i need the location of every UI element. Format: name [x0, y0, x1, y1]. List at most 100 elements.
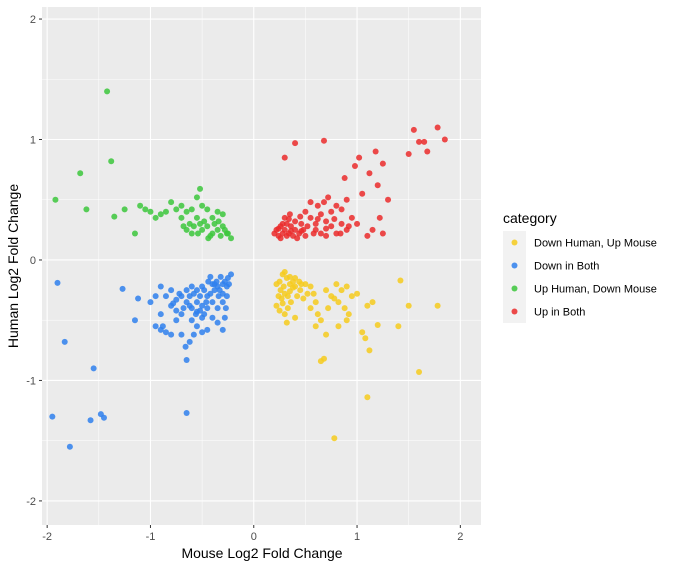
data-point — [441, 136, 448, 143]
data-point — [183, 356, 190, 363]
data-point — [369, 299, 376, 306]
data-point — [292, 275, 299, 282]
data-point — [366, 170, 373, 177]
data-point — [215, 293, 222, 300]
data-point — [214, 208, 221, 215]
data-point — [314, 216, 321, 223]
y-axis-ticks: -2 -1 0 1 2 — [26, 14, 42, 508]
data-point — [325, 305, 332, 312]
data-point — [199, 302, 206, 309]
data-point — [66, 443, 73, 450]
data-point — [338, 220, 345, 227]
data-point — [209, 299, 216, 306]
data-point — [345, 311, 352, 318]
x-tick-label: 0 — [251, 531, 257, 543]
x-axis-title: Mouse Log2 Fold Change — [181, 545, 342, 561]
data-point — [193, 214, 200, 221]
data-point — [186, 338, 193, 345]
data-point — [219, 299, 226, 306]
data-point — [178, 202, 185, 209]
y-tick-label: -2 — [26, 496, 36, 508]
data-point — [343, 196, 350, 203]
data-point — [217, 232, 224, 239]
data-point — [348, 214, 355, 221]
y-tick-label: 2 — [30, 14, 36, 26]
data-point — [434, 302, 441, 309]
data-point — [190, 331, 197, 338]
data-point — [328, 223, 335, 230]
data-point — [281, 269, 288, 276]
data-point — [283, 232, 290, 239]
data-point — [168, 302, 175, 309]
data-point — [197, 185, 204, 192]
data-point — [345, 223, 352, 230]
data-point — [49, 413, 56, 420]
data-point — [216, 287, 223, 294]
data-point — [142, 206, 149, 213]
data-point — [369, 226, 376, 233]
data-point — [294, 235, 301, 242]
data-point — [214, 305, 221, 312]
data-point — [204, 223, 211, 230]
data-point — [168, 287, 175, 294]
data-point — [395, 323, 402, 330]
data-point — [335, 323, 342, 330]
data-point — [434, 124, 441, 131]
data-point — [286, 273, 293, 280]
data-point — [131, 230, 138, 237]
data-point — [331, 216, 338, 223]
data-point — [416, 369, 423, 376]
data-point — [354, 220, 361, 227]
data-point — [364, 394, 371, 401]
data-point — [178, 214, 185, 221]
data-point — [314, 202, 321, 209]
data-point — [275, 225, 282, 232]
data-point — [338, 206, 345, 213]
data-point — [379, 230, 386, 237]
data-point — [335, 299, 342, 306]
data-point — [341, 305, 348, 312]
data-point — [168, 331, 175, 338]
data-point — [199, 283, 206, 290]
data-point — [310, 290, 317, 297]
data-point — [157, 211, 164, 218]
data-point — [287, 223, 294, 230]
data-point — [325, 194, 332, 201]
data-point — [135, 295, 142, 302]
data-point — [54, 279, 61, 286]
data-point — [217, 273, 224, 280]
data-point — [119, 285, 126, 292]
legend-key-dot — [511, 285, 518, 292]
data-point — [298, 228, 305, 235]
data-point — [304, 223, 311, 230]
legend-label: Down Human, Up Mouse — [534, 238, 657, 250]
data-point — [424, 148, 431, 155]
data-point — [162, 208, 169, 215]
data-point — [121, 206, 128, 213]
legend-title: category — [503, 210, 557, 226]
data-point — [307, 214, 314, 221]
y-axis-title: Human Log2 Fold Change — [5, 184, 21, 348]
data-point — [186, 293, 193, 300]
data-point — [83, 206, 90, 213]
data-point — [157, 311, 164, 318]
data-point — [207, 273, 214, 280]
data-point — [331, 295, 338, 302]
data-point — [204, 293, 211, 300]
data-point — [362, 335, 369, 342]
data-point — [333, 281, 340, 288]
x-tick-label: -2 — [42, 531, 52, 543]
data-point — [168, 199, 175, 206]
data-point — [188, 230, 195, 237]
data-point — [284, 305, 291, 312]
data-point — [337, 230, 344, 237]
data-point — [283, 319, 290, 326]
data-point — [320, 199, 327, 206]
plot-panel — [42, 7, 481, 525]
data-point — [314, 311, 321, 318]
data-point — [374, 182, 381, 189]
legend-key-dot — [511, 262, 518, 269]
data-point — [302, 281, 309, 288]
data-point — [292, 314, 299, 321]
scatter-points — [49, 88, 448, 450]
